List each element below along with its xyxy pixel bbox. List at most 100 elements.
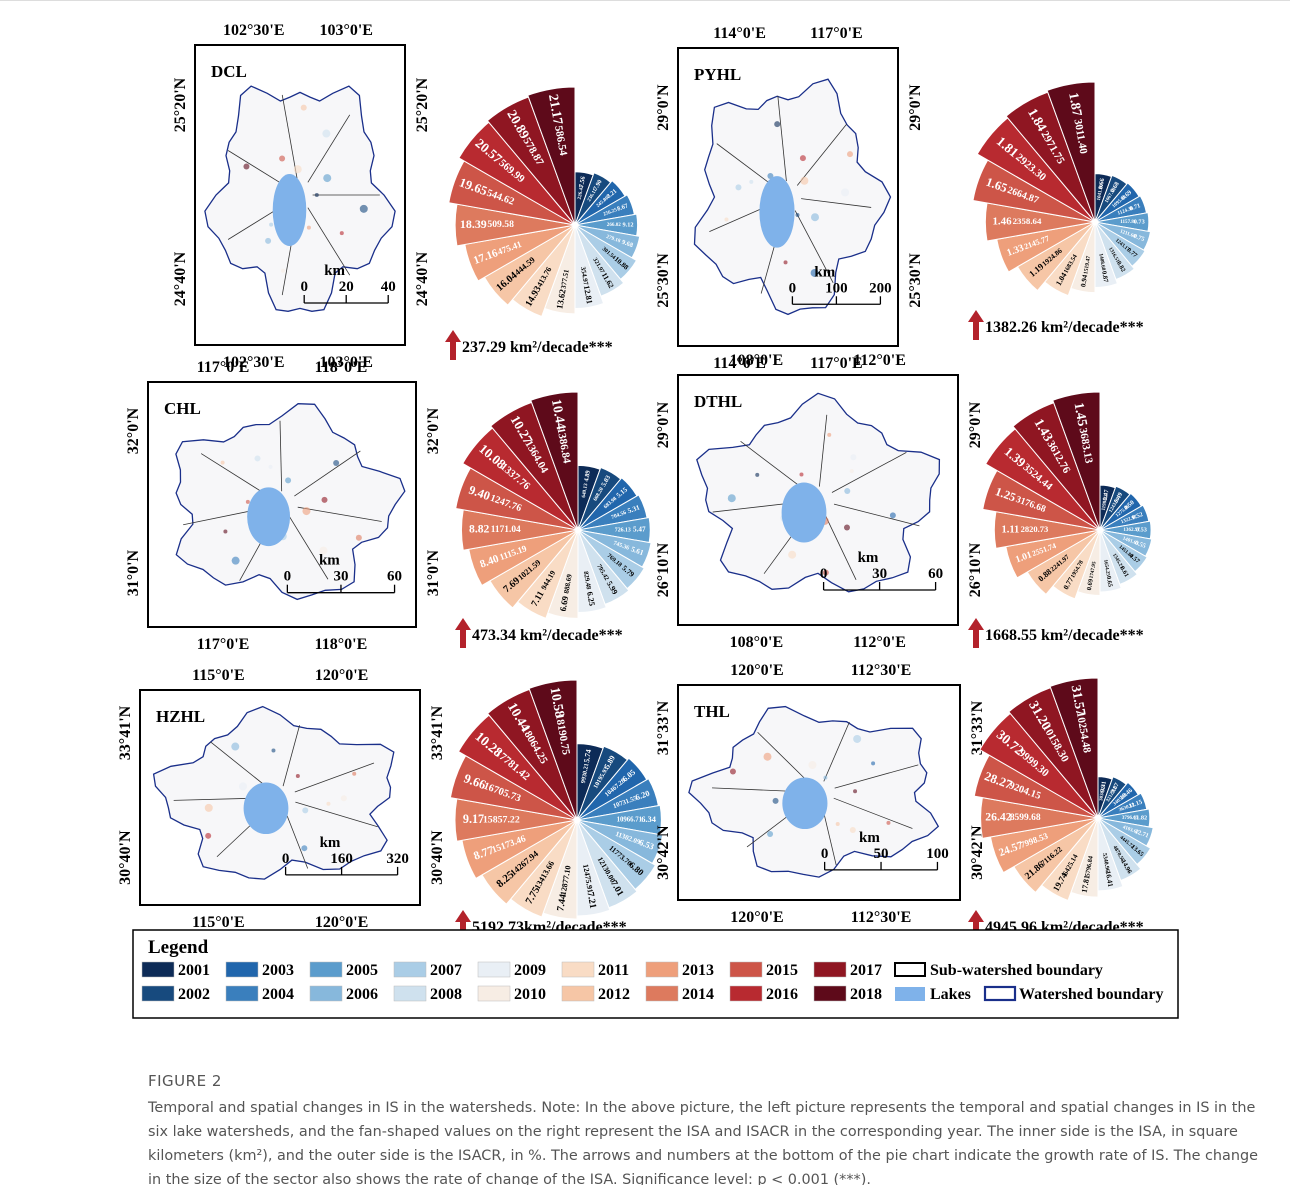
urban-patch: [844, 488, 850, 494]
legend-label: 2011: [598, 962, 629, 979]
isa-label: 509.58: [487, 219, 514, 230]
panel-name: PYHL: [694, 65, 741, 84]
legend-swatch: [730, 986, 762, 1001]
isacr-label: 0.73: [1134, 218, 1145, 225]
scale-unit: km: [324, 263, 345, 279]
legend-swatch: [310, 986, 342, 1001]
lon-label: 112°30'E: [851, 909, 912, 926]
urban-patch: [823, 776, 827, 780]
scale-label: 30: [333, 569, 348, 585]
legend-label: 2007: [430, 962, 462, 979]
lon-label: 112°0'E: [853, 352, 906, 369]
urban-patch: [243, 164, 249, 170]
lake: [759, 176, 794, 248]
scale-label: 0: [300, 279, 308, 295]
isa-label: 1171.04: [491, 525, 521, 535]
lat-label: 29°0'N: [655, 84, 672, 131]
lat-label: 30°40'N: [429, 830, 446, 885]
legend-label: 2001: [178, 962, 210, 979]
panel-name: HZHL: [156, 707, 205, 726]
lon-label: 118°0'E: [315, 359, 368, 376]
lon-label: 120°0'E: [315, 914, 369, 931]
urban-patch: [755, 473, 759, 477]
lon-label: 108°0'E: [730, 634, 784, 651]
legend-label: 2003: [262, 962, 294, 979]
lat-label: 33°41'N: [117, 705, 134, 760]
scale-label: 60: [928, 566, 943, 582]
urban-patch: [850, 454, 856, 460]
rate-arrow: [455, 618, 471, 648]
figure: DCL102°30'E102°30'E103°0'E103°0'E25°20'N…: [0, 0, 1290, 1060]
lat-label: 30°42'N: [655, 825, 672, 880]
legend-lakes: [895, 987, 925, 1001]
urban-patch: [836, 822, 840, 826]
legend-swatch: [394, 986, 426, 1001]
lon-label: 103°0'E: [319, 22, 373, 39]
legend-label: 2002: [178, 986, 210, 1003]
urban-patch: [735, 184, 741, 190]
scale-label: 160: [330, 851, 353, 867]
urban-patch: [796, 213, 800, 217]
lat-label: 29°0'N: [655, 401, 672, 448]
lat-label: 32°0'N: [425, 407, 442, 454]
urban-patch: [853, 789, 857, 793]
lat-label: 26°10'N: [967, 542, 984, 597]
urban-patch: [281, 269, 285, 273]
urban-patch: [205, 804, 213, 812]
urban-patch: [890, 512, 896, 518]
legend-swatch: [562, 986, 594, 1001]
legend-swatch: [142, 986, 174, 1001]
urban-patch: [773, 798, 779, 804]
scale-unit: km: [814, 264, 835, 280]
lat-label: 25°30'N: [907, 253, 924, 308]
isacr-label: 8.82: [469, 523, 490, 536]
lon-label: 114°0'E: [713, 25, 766, 42]
rate-arrow: [968, 310, 984, 340]
urban-patch: [301, 845, 307, 851]
rate-text: 473.34 km²/decade***: [472, 627, 623, 644]
urban-patch: [827, 433, 831, 437]
lat-label: 25°30'N: [655, 253, 672, 308]
caption-label: FIGURE 2: [148, 1072, 222, 1090]
panel-name: DTHL: [694, 392, 742, 411]
urban-patch: [799, 472, 803, 476]
lake: [782, 483, 827, 543]
legend-label: 2008: [430, 986, 462, 1003]
legend-swatch: [814, 962, 846, 977]
lake: [247, 487, 290, 546]
urban-patch: [315, 193, 319, 197]
lon-label: 115°0'E: [192, 914, 245, 931]
legend-swatch: [646, 962, 678, 977]
panel-name: CHL: [164, 399, 201, 418]
legend-swatch: [226, 962, 258, 977]
urban-patch: [205, 833, 211, 839]
lat-label: 25°20'N: [414, 77, 431, 132]
scale-label: 0: [282, 851, 290, 867]
urban-patch: [847, 151, 853, 157]
urban-patch: [285, 477, 291, 483]
lat-label: 31°33'N: [655, 700, 672, 755]
lat-label: 24°40'N: [172, 251, 189, 306]
urban-patch: [302, 807, 308, 813]
isacr-label: 9.17: [463, 812, 484, 826]
urban-patch: [784, 260, 788, 264]
scale-label: 100: [926, 846, 949, 862]
urban-patch: [788, 551, 796, 559]
legend-swatch: [646, 986, 678, 1001]
scale-unit: km: [859, 830, 880, 846]
urban-patch: [871, 761, 875, 765]
legend-label: Lakes: [930, 986, 971, 1003]
urban-patch: [764, 753, 772, 761]
urban-patch: [322, 497, 328, 503]
urban-patch: [239, 782, 247, 790]
legend-swatch: [814, 986, 846, 1001]
page: DCL102°30'E102°30'E103°0'E103°0'E25°20'N…: [0, 0, 1290, 1185]
scale-label: 320: [386, 851, 409, 867]
legend-swatch: [310, 962, 342, 977]
legend-swatch: [394, 962, 426, 977]
isa-label: 726.13: [615, 527, 631, 533]
panel-name: THL: [694, 702, 730, 721]
lon-label: 117°0'E: [197, 636, 250, 653]
lon-label: 108°0'E: [730, 352, 784, 369]
urban-patch: [221, 461, 225, 465]
